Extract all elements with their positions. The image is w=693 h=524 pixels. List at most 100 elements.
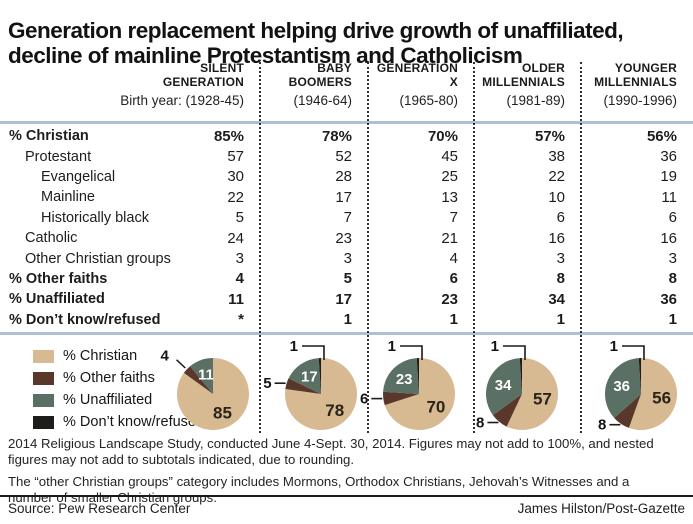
column-header-1: SILENT GENERATION Birth year: (1928-45) [0, 61, 260, 109]
column-name-line2: MILLENNIALS [482, 75, 565, 89]
cell-value: 8 [556, 270, 565, 288]
column-name-line1: GENERATION [376, 61, 458, 75]
column-name-line1: BABY [317, 61, 352, 75]
cell-value: 38 [548, 148, 565, 166]
legend-item: % Other faiths [33, 367, 204, 389]
column-birth-years: (1965-80) [399, 93, 458, 108]
cell-value: 78% [321, 127, 352, 145]
pie-label-christian: 70 [426, 397, 445, 416]
pie-label-other-faiths: 5 [263, 375, 271, 392]
legend-label: % Don’t know/refused [63, 414, 205, 430]
source-bar: Source: Pew Research Center James Hilsto… [8, 501, 685, 516]
pie-silent-generation: 85 11 4 [161, 347, 250, 430]
cell-value: 36 [660, 290, 677, 308]
cell-value: 57 [227, 148, 244, 166]
pie-label-christian: 56 [652, 389, 671, 408]
table-row: % Unaffiliated 11 17 23 34 36 [0, 289, 693, 309]
legend-swatch [33, 349, 54, 363]
cell-value: 52 [335, 148, 352, 166]
column-birth-years: (1946-64) [293, 93, 352, 108]
legend-label: % Christian [63, 348, 138, 364]
cell-value: 16 [548, 229, 565, 247]
cell-value: 24 [227, 229, 244, 247]
cell-value: 22 [227, 188, 244, 206]
cell-value: 8 [668, 270, 677, 288]
cell-value: 1 [556, 311, 565, 329]
pie-label-christian: 57 [533, 390, 552, 409]
credit-text: James Hilston/Post-Gazette [517, 501, 685, 516]
pie-legend: % Christian % Other faiths % Unaffiliated%… [33, 345, 204, 433]
pie-slice-other_faiths [382, 391, 419, 406]
cell-value: 19 [660, 168, 677, 186]
column-name-line1: OLDER [522, 61, 565, 75]
cell-value: 4 [449, 250, 458, 268]
pie-generation-x: 70 23 6 1 [360, 338, 455, 430]
pie-slice-unaffiliated [486, 358, 522, 416]
row-label: Historically black [41, 209, 149, 226]
cell-value: * [238, 311, 244, 329]
cell-value: 30 [227, 168, 244, 186]
dotted-column-separator-4 [580, 62, 582, 433]
cell-value: 21 [441, 229, 458, 247]
pie-slice-unaffiliated [383, 358, 419, 394]
pie-label-unaffiliated: 23 [396, 371, 413, 388]
row-label: % Other faiths [9, 270, 108, 287]
cell-value: 56% [646, 127, 677, 145]
chart-title-line1: Generation replacement helping drive gro… [8, 18, 624, 44]
cell-value: 10 [548, 188, 565, 206]
pies-chart: 85 11 4 78 17 5 1 70 23 6 1 57 34 8 1 56 36 8 1 [161, 338, 678, 434]
row-label: Protestant [25, 148, 92, 165]
table-row: Other Christian groups 3 3 4 3 3 [0, 248, 693, 268]
pie-slice-dont_know_refused [416, 358, 419, 394]
pie-slice-other_faiths [285, 378, 321, 394]
legend-item: % Christian [33, 345, 204, 367]
footnotes: 2014 Religious Landscape Study, conducte… [8, 436, 666, 512]
callout-line-dont-know [302, 345, 325, 360]
table-bottom-rule [0, 332, 693, 335]
source-text: Source: Pew Research Center [8, 501, 191, 516]
cell-value: 25 [441, 168, 458, 186]
cell-value: 3 [556, 250, 565, 268]
table-row: % Other faiths 4 5 6 8 8 [0, 269, 693, 289]
pie-slice-other_faiths [614, 394, 641, 428]
column-birth-years: (1990-1996) [603, 93, 677, 108]
cell-value: 6 [449, 270, 458, 288]
generation-column-headers: SILENT GENERATION Birth year: (1928-45) BAB… [0, 61, 693, 109]
pie-slice-dont_know_refused [318, 358, 321, 394]
table-row: Evangelical 30 28 25 22 19 [0, 167, 693, 187]
row-label: Other Christian groups [25, 250, 171, 267]
pie-older-millennials: 57 34 8 1 [476, 338, 559, 432]
pie-slice-unaffiliated [190, 358, 213, 394]
source-divider-rule [0, 495, 693, 497]
column-header-2: BABY BOOMERS (1946-64) [260, 61, 368, 109]
callout-line-dont-know [503, 345, 526, 360]
cell-value: 34 [548, 290, 565, 308]
table-row: Protestant 57 52 45 38 36 [0, 146, 693, 166]
pie-slice-christian [506, 358, 559, 430]
row-label: Mainline [41, 189, 95, 206]
cell-value: 6 [556, 209, 565, 227]
pie-label-dont-know: 1 [610, 338, 618, 355]
cell-value: 16 [660, 229, 677, 247]
column-header-5: YOUNGER MILLENNIALS (1990-1996) [581, 61, 693, 109]
table-row: Catholic 24 23 21 16 16 [0, 228, 693, 248]
cell-value: 57% [534, 127, 565, 145]
chart-title: Generation replacement helping drive gro… [8, 18, 688, 68]
cell-value: 3 [343, 250, 352, 268]
dotted-column-separator-3 [473, 62, 475, 433]
cell-value: 36 [660, 148, 677, 166]
cell-value: 17 [335, 188, 352, 206]
row-label: Catholic [25, 230, 78, 247]
pie-slice-unaffiliated [605, 358, 641, 419]
cell-value: 7 [449, 209, 458, 227]
pie-slice-christian [284, 358, 357, 430]
cell-value: 22 [548, 168, 565, 186]
cell-value: 5 [235, 209, 244, 227]
pie-label-unaffiliated: 11 [198, 366, 214, 383]
column-name-line2: MILLENNIALS [594, 75, 677, 89]
table-row: Mainline 22 17 13 10 11 [0, 187, 693, 207]
callout-line-other-faiths [176, 359, 186, 369]
cell-value: 13 [441, 188, 458, 206]
pie-slice-dont_know_refused [519, 358, 522, 394]
cell-value: 1 [449, 311, 458, 329]
